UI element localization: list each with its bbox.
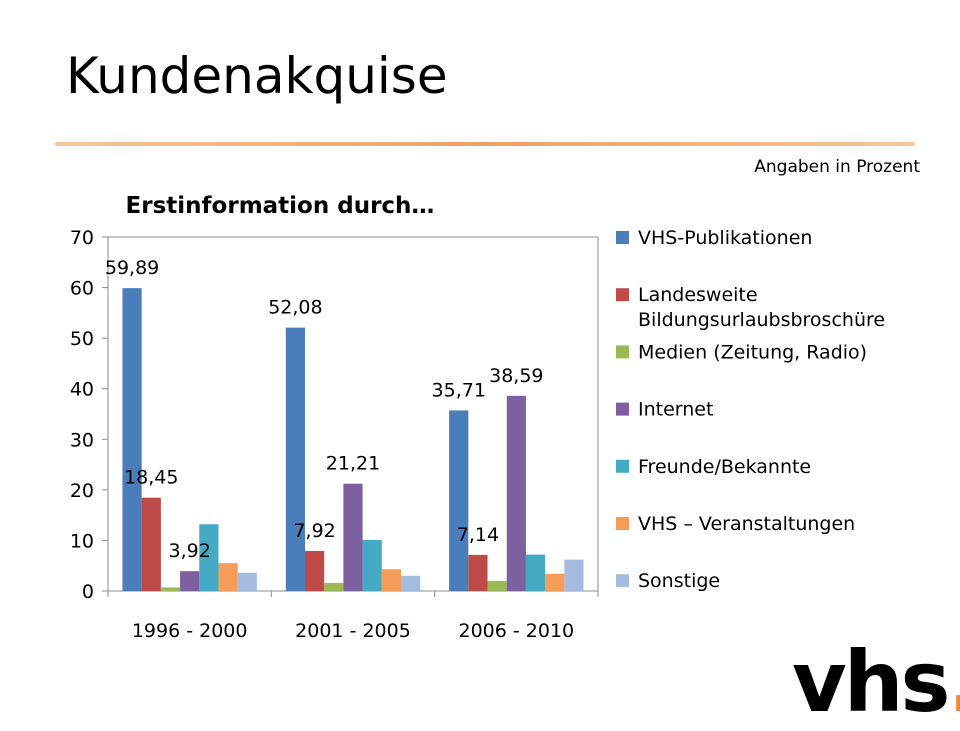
data-label: 38,59 <box>489 365 543 387</box>
legend-label: Bildungsurlaubsbroschüre <box>638 309 885 331</box>
legend-label: Freunde/Bekannte <box>638 456 811 478</box>
bar <box>122 288 142 591</box>
chart-data-labels: 59,89 18,45 3,92 52,08 7,92 21,21 35,71 7,14 38,… <box>105 257 544 562</box>
vhs-logo: vhs. <box>792 640 960 724</box>
legend-label: Sonstige <box>638 570 720 592</box>
logo-text: vhs <box>792 633 951 731</box>
chart-bars <box>122 288 584 591</box>
bar <box>468 554 488 591</box>
chart-title: Erstinformation durch… <box>126 193 435 219</box>
x-category-label: 2001 - 2005 <box>295 620 411 642</box>
y-tick-label: 20 <box>70 480 94 502</box>
data-label: 7,92 <box>293 520 335 542</box>
legend-swatch <box>616 459 629 473</box>
y-tick-label: 60 <box>70 278 94 300</box>
slide-title: Kundenakquise <box>66 47 448 105</box>
legend-swatch <box>616 288 629 302</box>
bar <box>180 571 200 591</box>
bar <box>141 497 161 591</box>
y-tick-label: 40 <box>70 379 94 401</box>
data-label: 3,92 <box>169 540 211 562</box>
bar <box>381 569 401 591</box>
bar <box>506 395 526 591</box>
logo-dot: . <box>948 633 960 731</box>
x-category-label: 1996 - 2000 <box>132 620 248 642</box>
legend-label: VHS – Veranstaltungen <box>638 513 855 535</box>
bar <box>305 550 325 591</box>
chart-legend: VHS-Publikationen Landesweite Bildungsurla… <box>616 227 885 592</box>
bar <box>487 580 507 591</box>
bar <box>160 587 181 591</box>
bar <box>545 573 565 591</box>
data-label: 18,45 <box>124 467 178 489</box>
x-category-label: 2006 - 2010 <box>459 620 575 642</box>
data-label: 35,71 <box>432 379 486 401</box>
legend-swatch <box>616 517 629 530</box>
units-note: Angaben in Prozent <box>754 157 920 177</box>
legend-label: VHS-Publikationen <box>638 227 812 249</box>
title-divider <box>55 142 915 146</box>
legend-swatch <box>616 345 629 359</box>
bar <box>564 559 584 591</box>
legend-swatch <box>616 231 629 244</box>
bar <box>218 563 238 591</box>
data-label: 21,21 <box>326 453 380 475</box>
legend-label: Internet <box>638 399 713 421</box>
chart-axes: 0 10 20 30 40 50 60 70 1996 - 2000 2001 - 2005 200… <box>70 227 599 642</box>
legend-swatch <box>616 402 629 416</box>
legend-label: Medien (Zeitung, Radio) <box>638 341 867 363</box>
data-label: 52,08 <box>268 297 322 319</box>
y-tick-label: 0 <box>82 581 94 603</box>
y-tick-label: 70 <box>70 227 94 249</box>
bar <box>525 554 546 591</box>
bar <box>237 572 257 591</box>
data-label: 59,89 <box>105 257 159 279</box>
y-tick-label: 50 <box>70 328 94 350</box>
y-tick-label: 30 <box>70 429 94 451</box>
bar <box>199 524 219 591</box>
bar <box>343 483 363 591</box>
data-label: 7,14 <box>457 524 499 546</box>
legend-swatch <box>616 574 629 588</box>
y-tick-label: 10 <box>70 530 94 552</box>
legend-label: Landesweite <box>638 284 758 306</box>
bar <box>285 327 305 591</box>
bar <box>401 575 421 591</box>
bar <box>362 539 382 591</box>
bar <box>324 582 344 591</box>
bar <box>449 410 469 591</box>
